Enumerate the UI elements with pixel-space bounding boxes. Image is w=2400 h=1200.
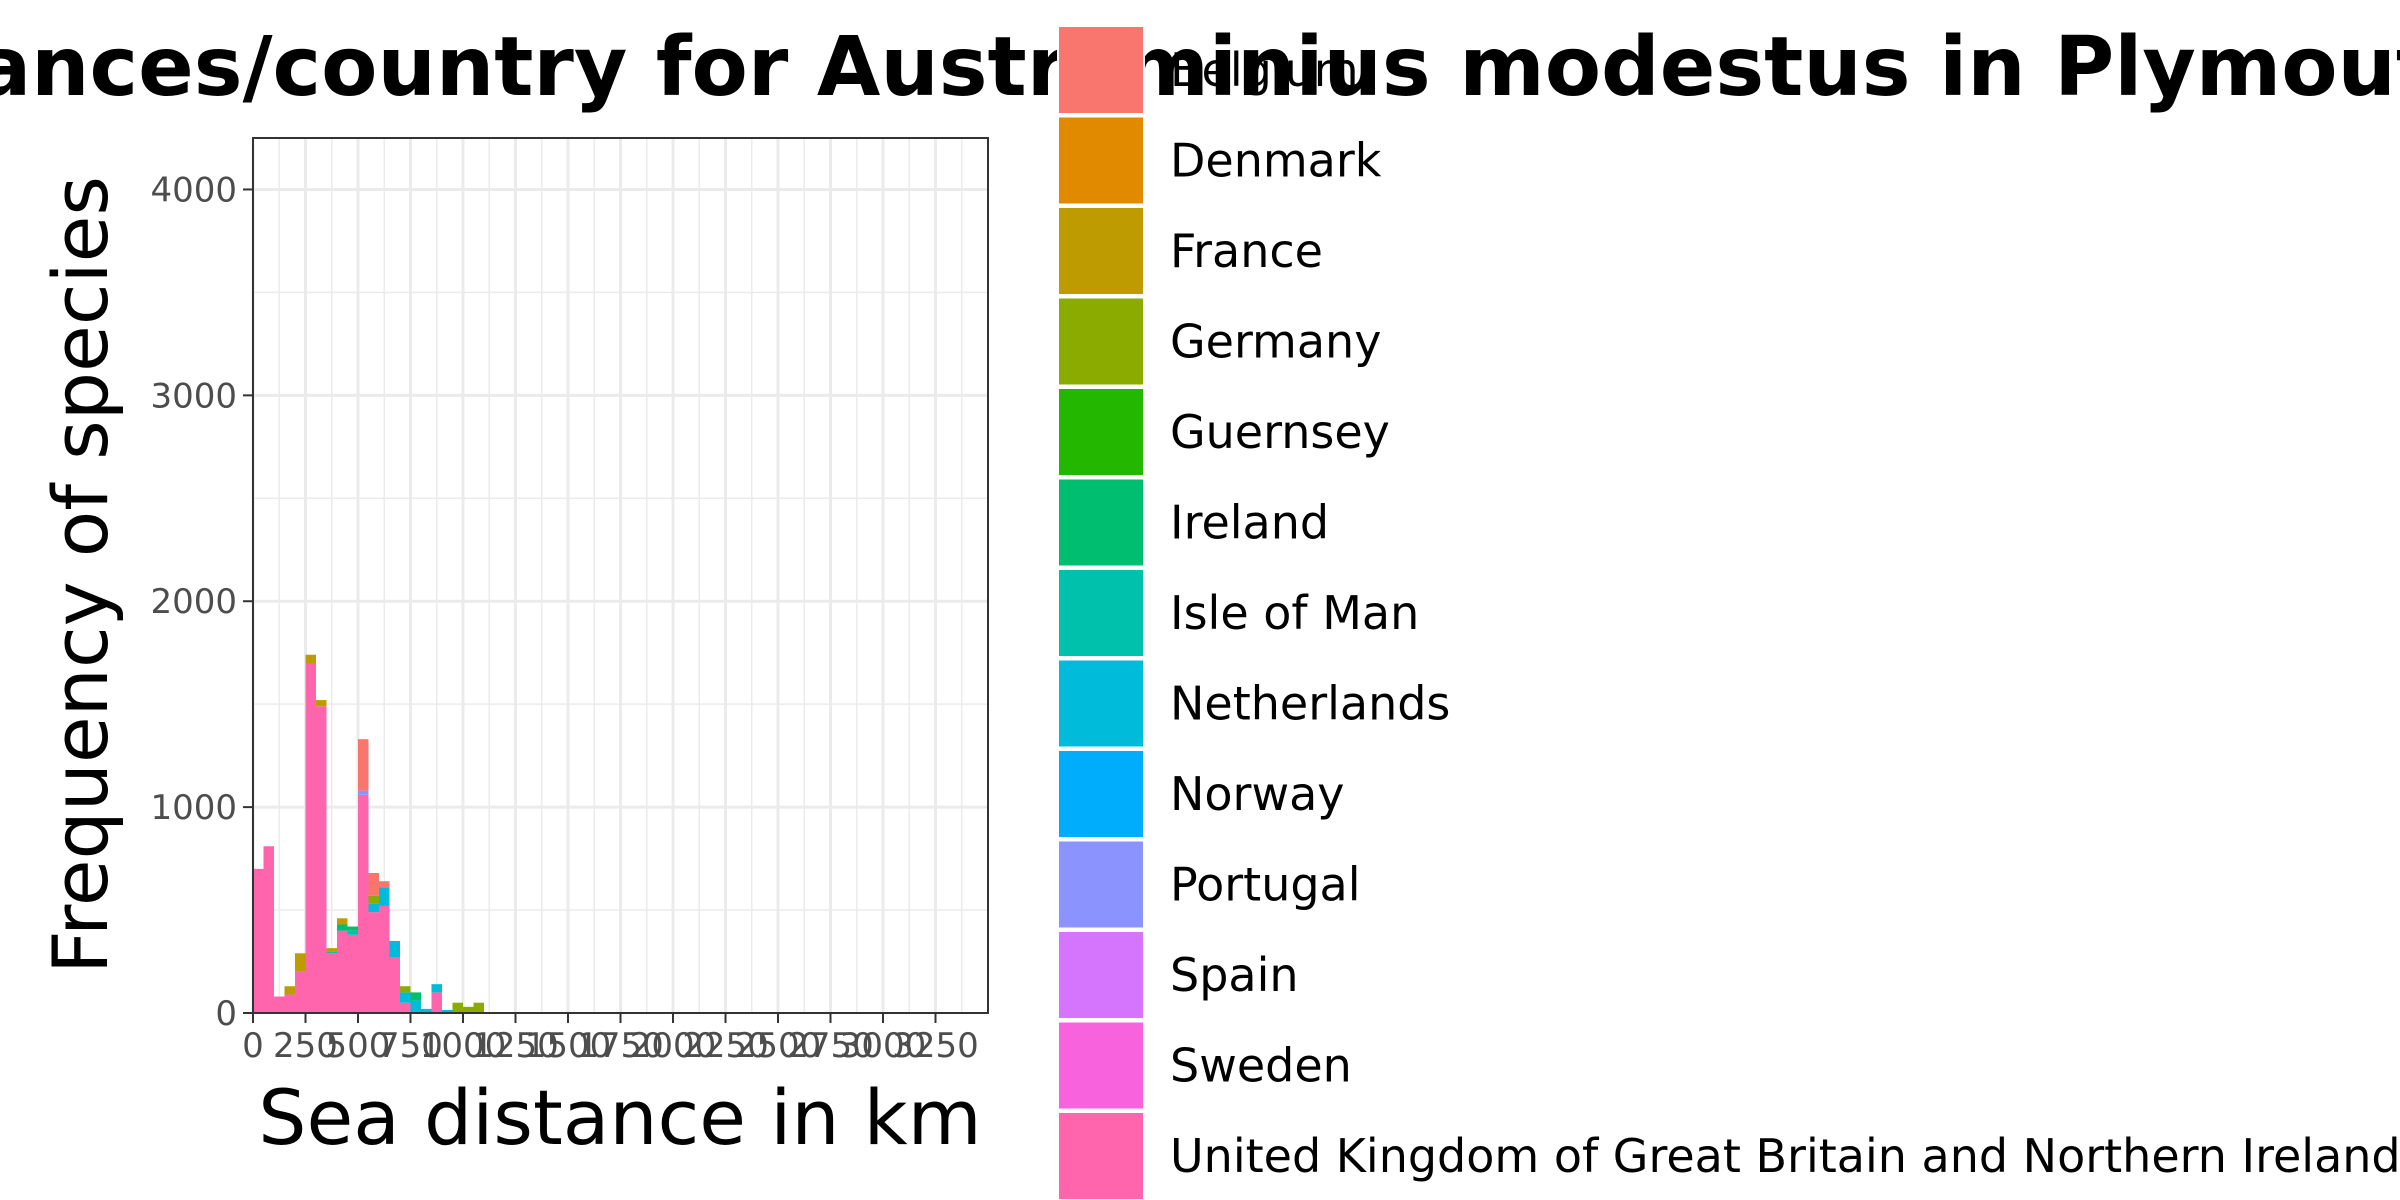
- bar-segment: [368, 873, 379, 896]
- bar-segment: [274, 996, 285, 1013]
- bars-group: [253, 654, 484, 1013]
- legend-label: Spain: [1170, 948, 1299, 1002]
- x-axis-ticks: 0 250500750100012501500175020002250250027…: [242, 1013, 979, 1066]
- legend-label: Denmark: [1170, 134, 1382, 188]
- bar-segment: [473, 1002, 484, 1013]
- bar-segment: [263, 846, 274, 1013]
- legend-label: Netherlands: [1170, 677, 1450, 731]
- bar-segment: [431, 984, 442, 993]
- bar-segment: [431, 992, 442, 1013]
- bar-segment: [400, 1002, 411, 1013]
- bar-segment: [305, 654, 316, 663]
- legend-label: France: [1170, 224, 1323, 278]
- x-tick-label: 2000: [630, 1026, 717, 1066]
- legend-label: Isle of Man: [1170, 586, 1419, 640]
- x-tick-label: 3000: [840, 1026, 927, 1066]
- bar-segment: [379, 887, 390, 906]
- y-axis-title: Frequency of species: [36, 176, 125, 974]
- legend-key: [1057, 1020, 1145, 1111]
- legend-label: Belgium: [1170, 43, 1359, 97]
- bar-segment: [316, 700, 327, 707]
- chart-title: Sea distances/country for Austrominius m…: [0, 20, 2400, 115]
- legend-key: [1057, 930, 1145, 1020]
- bar-segment: [358, 790, 369, 795]
- legend-label: Germany: [1170, 315, 1381, 369]
- legend-key: [1057, 296, 1145, 387]
- bar-segment: [368, 903, 379, 913]
- y-tick-label: 2000: [150, 582, 237, 622]
- legend-key: [1057, 206, 1145, 296]
- bar-segment: [326, 953, 337, 1013]
- bar-segment: [410, 992, 421, 1001]
- y-axis-ticks: 0 1000 2000 3000 4000: [150, 170, 253, 1034]
- legend-key: [1057, 1111, 1145, 1200]
- bar-segment: [337, 930, 348, 1013]
- x-axis-title: Sea distance in km: [258, 1073, 981, 1162]
- bar-segment: [442, 1009, 453, 1013]
- legend-key: [1057, 568, 1145, 658]
- legend-label: United Kingdom of Great Britain and Nort…: [1170, 1129, 2400, 1183]
- x-tick-label: 500: [326, 1026, 391, 1066]
- y-tick-label: 3000: [150, 376, 237, 416]
- bar-segment: [452, 1002, 463, 1013]
- bar-segment: [358, 739, 369, 791]
- bar-segment: [389, 940, 400, 958]
- legend-label: Guernsey: [1170, 405, 1390, 459]
- legend-key: [1057, 25, 1145, 115]
- bar-segment: [337, 924, 348, 931]
- x-tick-label: 1750: [577, 1026, 664, 1066]
- bar-segment: [284, 994, 295, 1013]
- legend-key: [1057, 749, 1145, 839]
- y-tick-label: 0: [215, 994, 237, 1034]
- legend-label: Ireland: [1170, 496, 1329, 550]
- legend: Belgium Denmark France Germany Guernsey Irela…: [1057, 25, 2400, 1200]
- legend-key: [1057, 477, 1145, 568]
- bar-segment: [316, 706, 327, 1013]
- bar-segment: [463, 1006, 474, 1013]
- bar-segment: [295, 971, 306, 1013]
- bar-segment: [379, 881, 390, 888]
- x-tick-label: 0: [242, 1026, 264, 1066]
- bar-segment: [421, 1008, 432, 1013]
- bar-segment: [326, 951, 337, 954]
- bar-segment: [284, 986, 295, 995]
- bar-segment: [358, 794, 369, 1013]
- bar-segment: [326, 948, 337, 952]
- legend-label: Norway: [1170, 767, 1345, 821]
- x-tick-label: 1500: [525, 1026, 612, 1066]
- bar-segment: [410, 1000, 421, 1013]
- x-tick-label: 250: [273, 1026, 338, 1066]
- x-tick-label: 2500: [735, 1026, 822, 1066]
- bar-segment: [305, 663, 316, 1013]
- x-tick-label: 2250: [682, 1026, 769, 1066]
- bar-segment: [295, 953, 306, 972]
- bar-segment: [400, 992, 411, 1003]
- bar-segment: [368, 895, 379, 904]
- legend-key: [1057, 387, 1145, 477]
- bar-segment: [379, 905, 390, 1013]
- bar-segment: [347, 926, 358, 931]
- x-tick-label: 2750: [787, 1026, 874, 1066]
- x-tick-label: 750: [378, 1026, 443, 1066]
- bar-segment: [389, 957, 400, 1013]
- y-tick-label: 4000: [150, 170, 237, 210]
- legend-key: [1057, 115, 1145, 206]
- x-tick-label: 3250: [892, 1026, 979, 1066]
- x-tick-label: 1250: [472, 1026, 559, 1066]
- bar-segment: [368, 912, 379, 1013]
- bar-segment: [253, 868, 264, 1013]
- bar-segment: [400, 986, 411, 993]
- y-tick-label: 1000: [150, 788, 237, 828]
- grid-lines: [251, 138, 988, 1013]
- legend-key: [1057, 839, 1145, 930]
- bar-segment: [337, 918, 348, 925]
- legend-key: [1057, 658, 1145, 749]
- legend-label: Portugal: [1170, 858, 1361, 912]
- x-tick-label: 1000: [420, 1026, 507, 1066]
- bar-segment: [347, 930, 358, 935]
- bar-segment: [347, 934, 358, 1013]
- legend-label: Sweden: [1170, 1039, 1352, 1093]
